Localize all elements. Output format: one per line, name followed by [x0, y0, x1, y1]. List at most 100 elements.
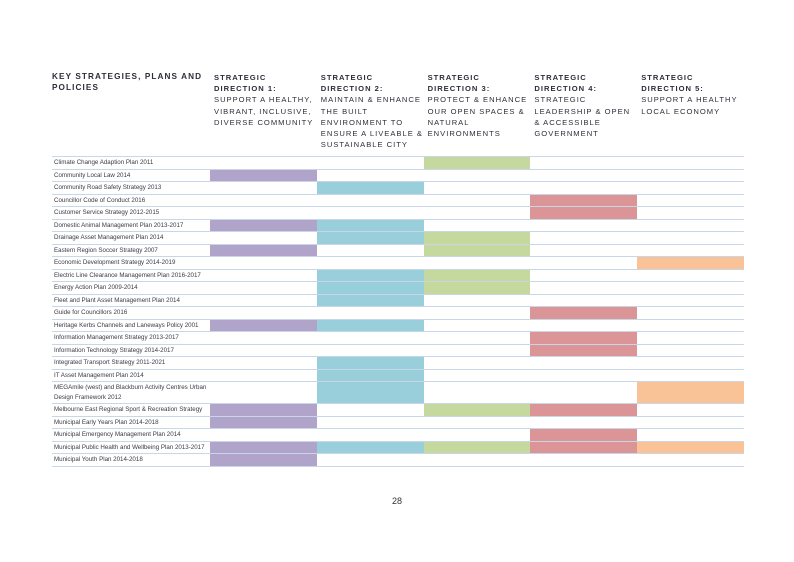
direction-1-cell — [210, 357, 317, 370]
table-row: Economic Development Strategy 2014-2019 — [52, 256, 744, 270]
plan-name: MEGAmile (west) and Blackburn Activity C… — [54, 384, 207, 401]
direction-4-cell — [530, 344, 638, 357]
plan-name: Electric Line Clearance Management Plan … — [54, 271, 201, 279]
direction-2-cell — [316, 294, 424, 307]
direction-2-cell — [316, 231, 424, 244]
direction-4-cell — [530, 169, 637, 182]
direction-3-cell — [424, 344, 531, 357]
direction-5-number: STRATEGIC DIRECTION 5: — [641, 73, 704, 94]
direction-3-cell — [424, 357, 531, 370]
direction-5-cell — [637, 169, 744, 182]
direction-2-cell — [317, 257, 424, 270]
direction-2-cell — [316, 369, 424, 382]
direction-3-header: STRATEGIC DIRECTION 3: PROTECT & ENHANCE… — [424, 68, 531, 157]
direction-2-cell — [317, 169, 424, 182]
plan-name: Community Local Law 2014 — [54, 171, 131, 179]
direction-4-cell — [530, 403, 638, 416]
direction-5-cell — [637, 369, 744, 382]
direction-5-cell — [637, 357, 744, 370]
direction-1-cell — [210, 169, 317, 182]
direction-1-cell — [210, 441, 317, 454]
direction-5-cell — [637, 157, 744, 170]
direction-2-cell — [316, 181, 424, 194]
plan-name: Customer Service Strategy 2012-2015 — [54, 209, 160, 216]
direction-1-cell — [210, 319, 317, 332]
direction-5-cell — [637, 256, 744, 269]
direction-3-cell — [424, 169, 531, 182]
direction-5-header: STRATEGIC DIRECTION 5: SUPPORT A HEALTHY… — [637, 68, 744, 157]
direction-4-cell — [530, 157, 637, 170]
direction-2-cell — [316, 281, 424, 294]
direction-5-cell — [637, 454, 744, 467]
table-row: Customer Service Strategy 2012-2015 — [52, 206, 744, 220]
table-row: Energy Action Plan 2009-2014 — [52, 281, 744, 295]
direction-4-cell — [530, 357, 637, 370]
direction-2-cell — [317, 157, 424, 170]
direction-3-cell — [423, 156, 531, 169]
table-row: Councillor Code of Conduct 2016 — [52, 194, 744, 207]
direction-3-description: PROTECT & ENHANCE OUR OPEN SPACES & NATU… — [427, 95, 528, 139]
direction-3-cell — [424, 319, 531, 332]
plan-name: Eastern Region Soccer Strategy 2007 — [54, 246, 158, 254]
plan-name: Guide for Councillors 2016 — [54, 309, 128, 316]
plan-name: Energy Action Plan 2009-2014 — [54, 284, 138, 291]
direction-4-cell — [530, 416, 637, 429]
direction-1-cell — [210, 403, 317, 416]
direction-2-cell — [316, 319, 424, 332]
direction-4-cell — [530, 219, 637, 232]
direction-3-cell — [424, 307, 531, 320]
table-row: Information Management Strategy 2013-201… — [52, 331, 744, 345]
direction-5-cell — [637, 194, 744, 207]
page-number: 28 — [391, 496, 402, 506]
direction-5-cell — [637, 232, 744, 245]
plan-name: IT Asset Management Plan 2014 — [54, 371, 144, 379]
direction-2-cell — [317, 307, 424, 320]
direction-5-cell — [637, 381, 744, 404]
direction-3-cell — [424, 182, 531, 195]
direction-2-cell — [316, 269, 424, 282]
direction-1-cell — [210, 332, 317, 345]
direction-1-cell — [210, 294, 317, 307]
direction-2-cell — [317, 344, 424, 357]
direction-5-cell — [637, 219, 744, 232]
direction-2-cell — [316, 381, 424, 404]
direction-4-number: STRATEGIC DIRECTION 4: — [534, 73, 598, 94]
direction-4-cell — [530, 382, 637, 404]
direction-1-cell — [210, 416, 317, 429]
plan-name: Information Management Strategy 2013-201… — [54, 334, 179, 341]
direction-2-cell — [317, 194, 424, 207]
direction-4-cell — [530, 319, 637, 332]
direction-3-cell — [424, 454, 531, 467]
direction-3-cell — [424, 207, 531, 220]
direction-3-number: STRATEGIC DIRECTION 3: — [427, 73, 491, 94]
direction-1-cell — [210, 282, 317, 295]
direction-4-cell — [530, 294, 637, 307]
direction-4-header: STRATEGIC DIRECTION 4: STRATEGIC LEADERS… — [530, 68, 637, 157]
table-row: Municipal Youth Plan 2014-2018 — [52, 453, 744, 467]
direction-3-cell — [423, 441, 531, 454]
direction-5-cell — [637, 269, 744, 282]
direction-1-cell — [210, 344, 317, 357]
direction-1-cell — [210, 257, 317, 270]
table-row: Integrated Transport Strategy 2011-2021 — [52, 356, 744, 370]
direction-4-cell — [530, 441, 638, 454]
direction-2-cell — [316, 219, 424, 232]
plan-name: Heritage Kerbs Channels and Laneways Pol… — [54, 321, 199, 329]
table-row: Guide for Councillors 2016 — [52, 306, 744, 320]
plan-name: Community Road Safety Strategy 2013 — [54, 184, 162, 191]
direction-4-cell — [530, 206, 638, 219]
direction-1-number: STRATEGIC DIRECTION 1: — [214, 73, 277, 94]
plan-name: Municipal Youth Plan 2014-2018 — [54, 456, 143, 463]
direction-1-cell — [210, 207, 317, 220]
strategy-matrix-table: KEY STRATEGIES, PLANS AND POLICIES STRAT… — [52, 68, 744, 467]
direction-4-cell — [530, 257, 637, 270]
direction-4-cell — [530, 306, 638, 319]
plan-name: Economic Development Strategy 2014-2019 — [54, 259, 176, 266]
table-row: Fleet and Plant Asset Management Plan 20… — [52, 294, 744, 307]
direction-5-cell — [637, 319, 744, 332]
table-row: Municipal Public Health and Wellbeing Pl… — [52, 441, 744, 454]
direction-3-cell — [423, 403, 531, 416]
table-row: Climate Change Adaption Plan 2011 — [52, 156, 744, 170]
table-row: Electric Line Clearance Management Plan … — [52, 269, 744, 282]
plan-name: Information Technology Strategy 2014-201… — [54, 346, 174, 354]
